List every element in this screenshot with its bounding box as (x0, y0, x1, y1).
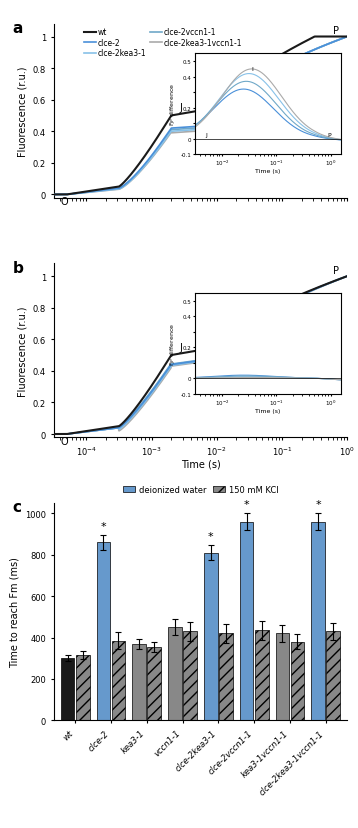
Text: I: I (290, 294, 293, 304)
Bar (112, 641, 125, 720)
Text: c: c (13, 499, 21, 514)
Text: J: J (179, 104, 182, 113)
Text: O: O (60, 436, 68, 446)
Bar (97, 542, 110, 720)
Bar (204, 553, 218, 720)
Bar (240, 522, 253, 720)
Bar (276, 633, 289, 720)
Y-axis label: Fluorescence (r.u.): Fluorescence (r.u.) (17, 66, 27, 156)
Text: I: I (290, 55, 293, 66)
Text: *: * (315, 499, 321, 510)
Text: O: O (60, 197, 68, 207)
Bar (61, 658, 74, 720)
Text: P: P (333, 26, 339, 36)
X-axis label: Time (s): Time (s) (180, 459, 221, 469)
Text: a: a (13, 22, 23, 36)
Bar (147, 647, 161, 720)
Bar (168, 628, 182, 720)
Bar (219, 633, 233, 720)
Bar (183, 632, 197, 720)
Text: P: P (333, 265, 339, 275)
Text: J: J (179, 343, 182, 353)
Legend: wt, clce-2, clce-2kea3-1, clce-2vccn1-1, clce-2kea3-1vccn1-1: wt, clce-2, clce-2kea3-1, clce-2vccn1-1,… (81, 25, 246, 61)
Text: *: * (244, 499, 250, 510)
Bar (291, 642, 304, 720)
Text: b: b (13, 261, 24, 276)
Legend: deionized water, 150 mM KCl: deionized water, 150 mM KCl (120, 482, 281, 498)
Bar (76, 655, 90, 720)
Y-axis label: Time to reach Fm (ms): Time to reach Fm (ms) (10, 556, 19, 667)
Text: *: * (208, 532, 214, 542)
Bar (255, 630, 268, 720)
Text: *: * (101, 522, 106, 532)
Bar (326, 632, 340, 720)
Bar (132, 644, 146, 720)
Y-axis label: Fluorescence (r.u.): Fluorescence (r.u.) (17, 306, 27, 396)
Bar (311, 522, 325, 720)
